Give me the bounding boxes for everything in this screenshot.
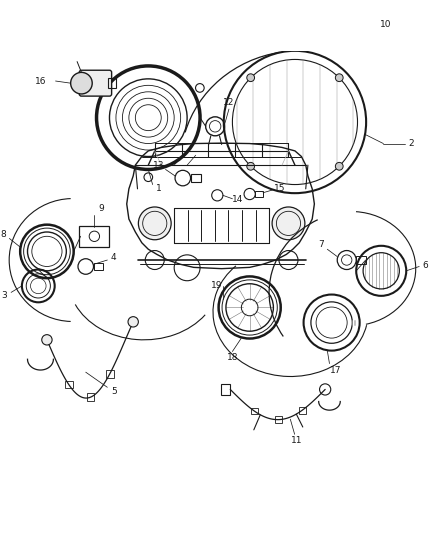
FancyBboxPatch shape [79, 70, 112, 96]
Bar [275, 416, 282, 423]
Text: 12: 12 [223, 98, 235, 107]
Bar [251, 408, 258, 415]
Text: 19: 19 [211, 281, 222, 290]
Circle shape [138, 207, 171, 240]
Circle shape [128, 317, 138, 327]
Bar [221, 384, 230, 394]
Circle shape [247, 74, 254, 82]
Text: 11: 11 [291, 437, 303, 445]
Text: 18: 18 [226, 353, 238, 362]
Bar [87, 393, 94, 401]
Text: 8: 8 [0, 230, 6, 239]
Text: 2: 2 [409, 139, 414, 148]
Circle shape [42, 335, 52, 345]
Bar [108, 78, 116, 88]
Bar [255, 191, 263, 197]
Text: 9: 9 [98, 204, 104, 213]
Text: 6: 6 [423, 261, 428, 270]
Text: 3: 3 [2, 291, 7, 300]
Text: 17: 17 [330, 366, 342, 375]
Text: 14: 14 [232, 195, 244, 204]
Bar [65, 381, 73, 389]
Bar [191, 174, 201, 182]
Bar [356, 256, 366, 264]
Circle shape [336, 163, 343, 170]
Text: 7: 7 [318, 240, 324, 249]
Bar [299, 407, 306, 414]
Text: 13: 13 [153, 160, 165, 169]
Text: 5: 5 [112, 387, 117, 396]
Text: 4: 4 [111, 253, 117, 262]
Text: 10: 10 [380, 20, 391, 29]
Circle shape [272, 207, 305, 240]
Bar [93, 263, 103, 270]
Circle shape [247, 163, 254, 170]
Text: 1: 1 [156, 184, 162, 193]
Circle shape [71, 72, 92, 94]
Circle shape [336, 74, 343, 82]
Bar [106, 370, 113, 378]
Text: 16: 16 [35, 77, 47, 85]
Text: 15: 15 [274, 184, 286, 193]
